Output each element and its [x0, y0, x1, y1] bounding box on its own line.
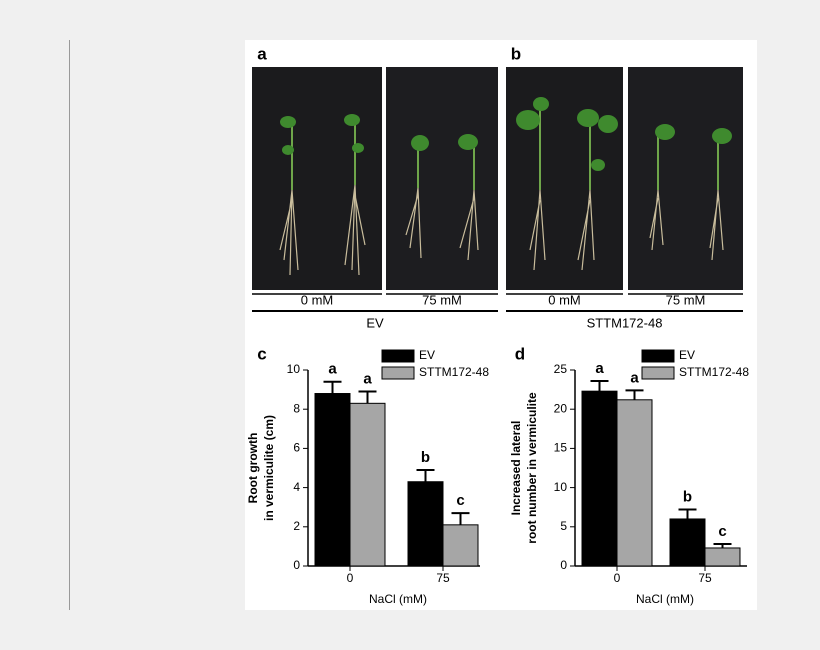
legend-swatch [381, 366, 415, 380]
bar [704, 547, 741, 567]
photo [386, 67, 498, 290]
significance-letter: c [718, 523, 726, 540]
y-tick-label: 5 [560, 519, 567, 533]
y-tick-label: 15 [554, 441, 568, 455]
y-tick-label: 8 [293, 401, 300, 415]
significance-letter: a [595, 360, 604, 377]
y-tick-label: 6 [293, 441, 300, 455]
significance-letter: a [328, 361, 337, 378]
error-bar [416, 468, 435, 482]
error-bar [678, 508, 697, 519]
y-tick-label: 0 [560, 558, 567, 572]
bar [349, 402, 386, 567]
panel-label: c [257, 344, 266, 363]
y-tick-label: 4 [293, 480, 300, 494]
x-tick-label: 75 [436, 571, 450, 585]
legend-label: STTM172-48 [419, 365, 489, 379]
photo-caption: 75 mM [666, 292, 706, 307]
legend-label: STTM172-48 [679, 365, 749, 379]
legend-label: EV [679, 348, 695, 362]
significance-letter: a [363, 371, 372, 388]
photo [252, 67, 382, 290]
legend-swatch [641, 349, 675, 363]
group-label: EV [366, 315, 384, 330]
photo-caption: 75 mM [422, 292, 462, 307]
error-bar [451, 512, 470, 525]
y-axis-label: in vermiculite (cm) [262, 415, 276, 521]
x-tick-label: 0 [614, 571, 621, 585]
roots [279, 184, 724, 276]
legend-label: EV [419, 348, 435, 362]
photos [252, 67, 743, 290]
panel-label: d [515, 344, 525, 363]
photo [628, 67, 743, 290]
bar [669, 518, 706, 567]
y-tick-label: 0 [293, 558, 300, 572]
y-tick-label: 2 [293, 519, 300, 533]
x-axis-label: NaCl (mM) [369, 592, 427, 606]
y-axis-label: Root growth [246, 433, 260, 504]
group-label: STTM172-48 [587, 315, 663, 330]
significance-letter: c [456, 492, 464, 509]
legend-swatch [641, 366, 675, 380]
y-tick-label: 10 [287, 362, 301, 376]
y-tick-label: 20 [554, 401, 568, 415]
significance-letter: b [421, 449, 430, 466]
y-axis-label: root number in vermiculite [525, 392, 539, 544]
error-bar [323, 380, 342, 394]
bar [581, 390, 618, 567]
error-bar [358, 390, 377, 404]
y-tick-label: 10 [554, 480, 568, 494]
bar [407, 481, 444, 567]
significance-letter: a [630, 369, 639, 386]
photo-caption: 0 mM [548, 292, 581, 307]
error-bar [625, 389, 644, 400]
error-bar [713, 543, 732, 548]
bar [442, 524, 479, 567]
significance-letter: b [683, 489, 692, 506]
panel-label: b [511, 44, 521, 63]
photo-caption: 0 mM [301, 292, 334, 307]
x-tick-label: 75 [698, 571, 712, 585]
x-axis-label: NaCl (mM) [636, 592, 694, 606]
legend-swatch [381, 349, 415, 363]
stems [291, 105, 719, 190]
bar [616, 399, 653, 567]
bar [314, 393, 351, 567]
x-tick-label: 0 [347, 571, 354, 585]
error-bar [590, 379, 609, 392]
photo [506, 67, 623, 290]
panel-label: a [257, 44, 267, 63]
y-axis-label: Increased lateral [509, 421, 523, 516]
y-tick-label: 25 [554, 362, 568, 376]
leaves [280, 97, 732, 171]
